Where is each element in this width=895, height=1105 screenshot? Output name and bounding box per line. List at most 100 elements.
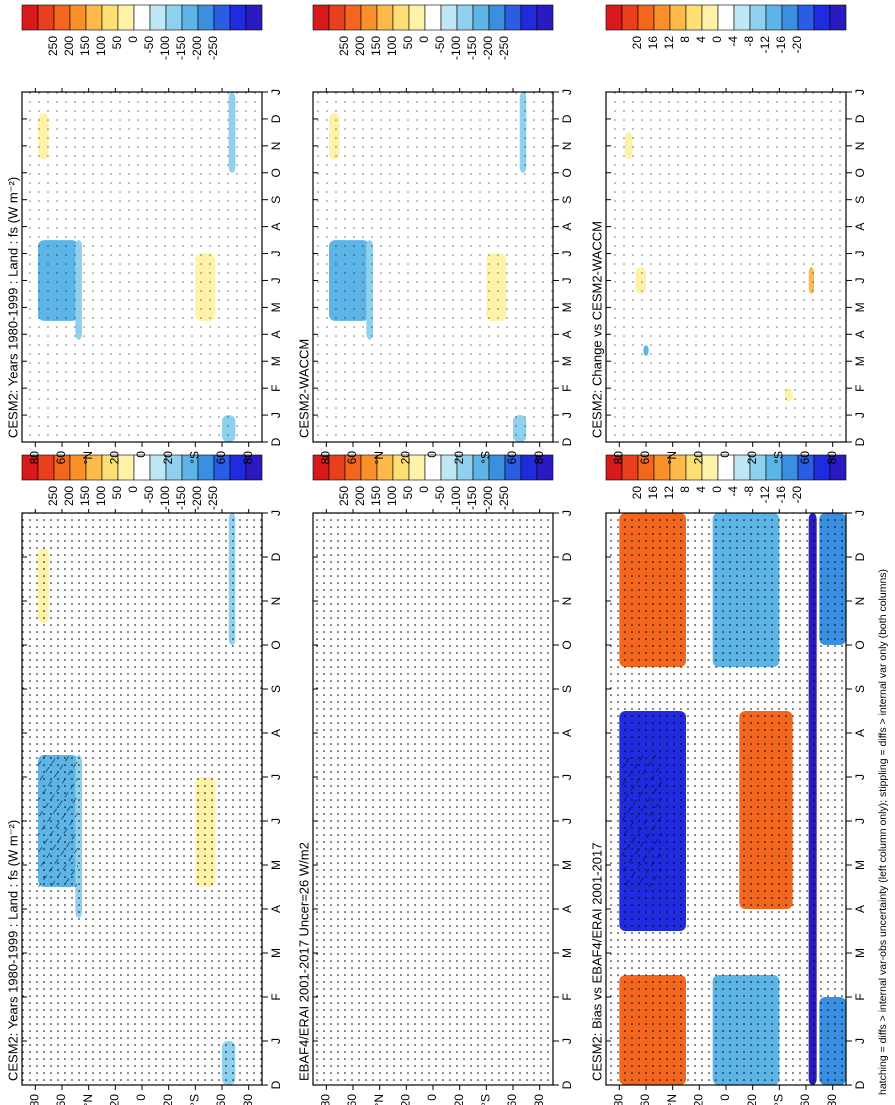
month-label: D xyxy=(269,1080,283,1089)
lat-label: °S xyxy=(188,1094,202,1105)
month-label: O xyxy=(560,640,574,649)
colorbar-swatch xyxy=(504,4,522,31)
colorbar-label: 50 xyxy=(401,36,415,50)
colorbar-label: 8 xyxy=(678,486,692,493)
colorbar-swatch xyxy=(101,4,119,31)
month-label: M xyxy=(269,302,283,312)
colorbar-swatch xyxy=(749,4,767,31)
colorbar-label: -250 xyxy=(497,36,511,60)
lat-label: 0 xyxy=(425,1094,439,1101)
colorbar-swatch xyxy=(149,4,167,31)
colorbar-label: 150 xyxy=(369,486,383,506)
month-label: A xyxy=(853,905,867,913)
lat-label: °S xyxy=(772,1094,786,1105)
lat-label: 60 xyxy=(345,451,359,465)
colorbar-label: -50 xyxy=(433,486,447,504)
colorbar-label: -250 xyxy=(497,486,511,510)
month-label: J xyxy=(269,510,283,516)
colorbar-label: 50 xyxy=(110,36,124,50)
colorbar-swatch xyxy=(605,4,623,31)
lat-label: °N xyxy=(81,1094,95,1105)
colorbar-label: 16 xyxy=(646,486,660,500)
colorbar-label: -150 xyxy=(174,486,188,510)
month-label: J xyxy=(560,774,574,780)
colorbar-swatch xyxy=(765,4,783,31)
month-label: M xyxy=(560,860,574,870)
lat-label: 80 xyxy=(319,451,333,465)
month-label: N xyxy=(560,597,574,606)
month-label: J xyxy=(853,412,867,418)
colorbar-label: 0 xyxy=(417,36,431,43)
colorbar-label: -200 xyxy=(190,486,204,510)
month-label: D xyxy=(269,114,283,123)
lat-label: 20 xyxy=(692,1094,706,1105)
colorbar-swatch xyxy=(229,4,247,31)
stippling xyxy=(22,92,262,442)
colorbar-label: -200 xyxy=(481,36,495,60)
lat-label: 80 xyxy=(532,1094,546,1105)
month-label: J xyxy=(853,774,867,780)
colorbar-label: -100 xyxy=(158,36,172,60)
month-label: J xyxy=(560,89,574,95)
lat-label: 80 xyxy=(241,1094,255,1105)
colorbar-swatch xyxy=(520,4,538,31)
lat-label: 80 xyxy=(612,1094,626,1105)
colorbar-label: 150 xyxy=(369,36,383,56)
colorbar-label: -100 xyxy=(449,486,463,510)
panel-title: CESM2: Years 1980-1999 : Land : fs (W m⁻… xyxy=(5,820,20,1081)
month-label: D xyxy=(269,437,283,446)
stippling xyxy=(313,92,553,442)
month-label: S xyxy=(853,685,867,693)
month-label: F xyxy=(853,993,867,1000)
month-label: F xyxy=(853,384,867,391)
colorbar-swatch xyxy=(797,4,815,31)
month-label: A xyxy=(853,729,867,737)
month-label: D xyxy=(560,114,574,123)
lat-label: 20 xyxy=(399,451,413,465)
lat-label: 80 xyxy=(28,451,42,465)
colorbar-swatch xyxy=(456,4,474,31)
lat-label: 20 xyxy=(108,1094,122,1105)
month-label: F xyxy=(269,384,283,391)
lat-label: 80 xyxy=(825,1094,839,1105)
month-label: J xyxy=(853,818,867,824)
colorbar-swatch xyxy=(653,4,671,31)
panel-title: CESM2-WACCM xyxy=(296,339,311,438)
colorbar-label: -8 xyxy=(742,486,756,497)
lat-label: 60 xyxy=(214,451,228,465)
month-label: D xyxy=(853,552,867,561)
lat-label: 60 xyxy=(505,451,519,465)
stippling xyxy=(313,513,553,1085)
colorbar-label: -8 xyxy=(742,36,756,47)
lat-label: 80 xyxy=(825,451,839,465)
month-label: S xyxy=(853,196,867,204)
lat-label: 80 xyxy=(241,451,255,465)
colorbar-swatch xyxy=(133,4,151,31)
colorbar-label: -4 xyxy=(726,486,740,497)
colorbar-label: 0 xyxy=(710,36,724,43)
lat-label: °S xyxy=(479,1094,493,1105)
lat-label: 60 xyxy=(798,1094,812,1105)
colorbar-label: -16 xyxy=(774,486,788,504)
colorbar-label: -50 xyxy=(142,486,156,504)
month-label: A xyxy=(853,330,867,338)
month-label: M xyxy=(560,302,574,312)
month-label: M xyxy=(853,302,867,312)
colorbar-swatch xyxy=(21,4,39,31)
month-label: M xyxy=(560,948,574,958)
colorbar-swatch xyxy=(213,4,231,31)
month-label: J xyxy=(269,412,283,418)
colorbar-label: -20 xyxy=(790,36,804,54)
month-label: S xyxy=(269,685,283,693)
colorbar-swatch xyxy=(117,4,135,31)
lat-label: °S xyxy=(772,451,786,464)
lat-label: 0 xyxy=(134,1094,148,1101)
colorbar-swatch xyxy=(717,454,735,481)
colorbar-label: 150 xyxy=(78,486,92,506)
colorbar-label: 250 xyxy=(337,486,351,506)
stippling xyxy=(606,92,846,442)
month-label: D xyxy=(560,437,574,446)
